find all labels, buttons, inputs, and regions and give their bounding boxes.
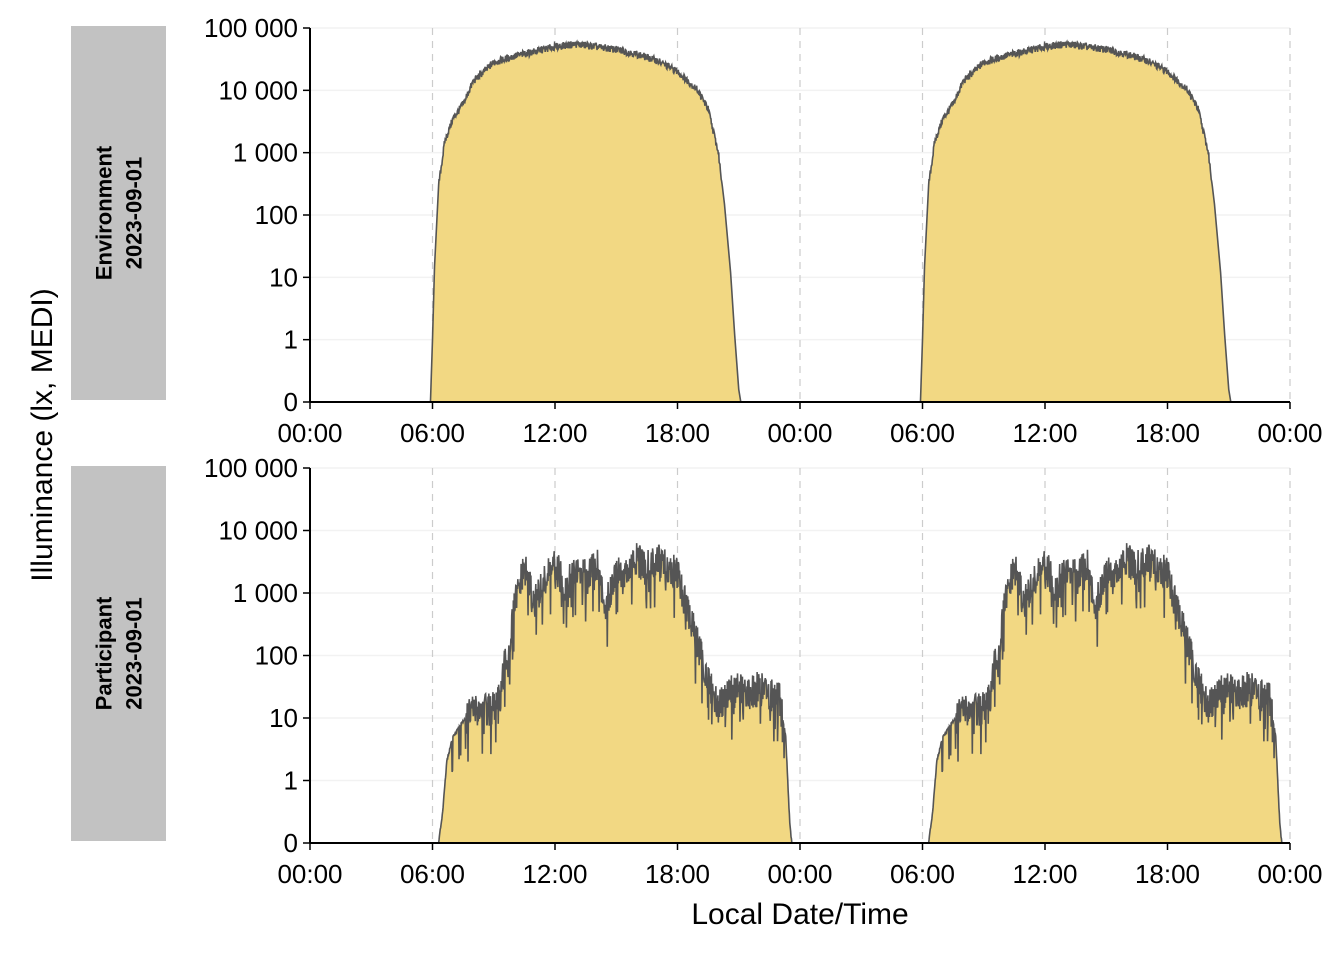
y-tick-label: 1 000 bbox=[233, 138, 298, 168]
x-tick-label: 00:00 bbox=[1257, 418, 1322, 448]
x-tick-label: 06:00 bbox=[400, 859, 465, 889]
x-tick-label: 00:00 bbox=[767, 859, 832, 889]
facet-strip bbox=[71, 466, 166, 841]
y-axis-title: Illuminance (lx, MEDI) bbox=[26, 288, 59, 581]
x-tick-label: 18:00 bbox=[645, 859, 710, 889]
x-tick-label: 12:00 bbox=[522, 859, 587, 889]
y-tick-label: 0 bbox=[284, 828, 298, 858]
y-tick-label: 1 bbox=[284, 325, 298, 355]
x-tick-label: 06:00 bbox=[890, 859, 955, 889]
x-tick-label: 06:00 bbox=[400, 418, 465, 448]
illuminance-area bbox=[310, 543, 1290, 843]
x-tick-label: 00:00 bbox=[1257, 859, 1322, 889]
x-tick-label: 12:00 bbox=[522, 418, 587, 448]
x-tick-label: 18:00 bbox=[1135, 418, 1200, 448]
x-tick-label: 12:00 bbox=[1012, 418, 1077, 448]
y-tick-label: 10 bbox=[269, 262, 298, 292]
x-tick-label: 00:00 bbox=[277, 859, 342, 889]
illuminance-area bbox=[310, 41, 1290, 402]
facet-strip-label: 2023-09-01 bbox=[122, 157, 147, 270]
y-tick-label: 10 000 bbox=[218, 75, 298, 105]
y-tick-label: 1 000 bbox=[233, 578, 298, 608]
y-tick-label: 10 000 bbox=[218, 516, 298, 546]
x-axis-title: Local Date/Time bbox=[691, 898, 908, 931]
x-tick-label: 12:00 bbox=[1012, 859, 1077, 889]
panel-1: 0 1 10 100 1 000 10 000 100 000 00:00 06:00 12:00… bbox=[71, 13, 1323, 448]
panel-2: 0 1 10 100 1 000 10 000 100 000 00:00 06:00 12:00… bbox=[71, 453, 1323, 889]
x-tick-label: 00:00 bbox=[767, 418, 832, 448]
facet-strip bbox=[71, 26, 166, 400]
x-tick-label: 18:00 bbox=[1135, 859, 1200, 889]
facet-strip-label: Environment bbox=[92, 145, 117, 280]
y-tick-label: 100 000 bbox=[204, 453, 298, 483]
y-tick-label: 100 000 bbox=[204, 13, 298, 43]
y-tick-label: 10 bbox=[269, 703, 298, 733]
facet-strip-label: Participant bbox=[92, 596, 117, 710]
y-tick-label: 0 bbox=[284, 387, 298, 417]
x-tick-label: 06:00 bbox=[890, 418, 955, 448]
facet-strip-label: 2023-09-01 bbox=[122, 597, 147, 710]
x-tick-label: 18:00 bbox=[645, 418, 710, 448]
y-tick-label: 100 bbox=[255, 641, 298, 671]
y-tick-label: 1 bbox=[284, 766, 298, 796]
y-tick-label: 100 bbox=[255, 200, 298, 230]
x-tick-label: 00:00 bbox=[277, 418, 342, 448]
